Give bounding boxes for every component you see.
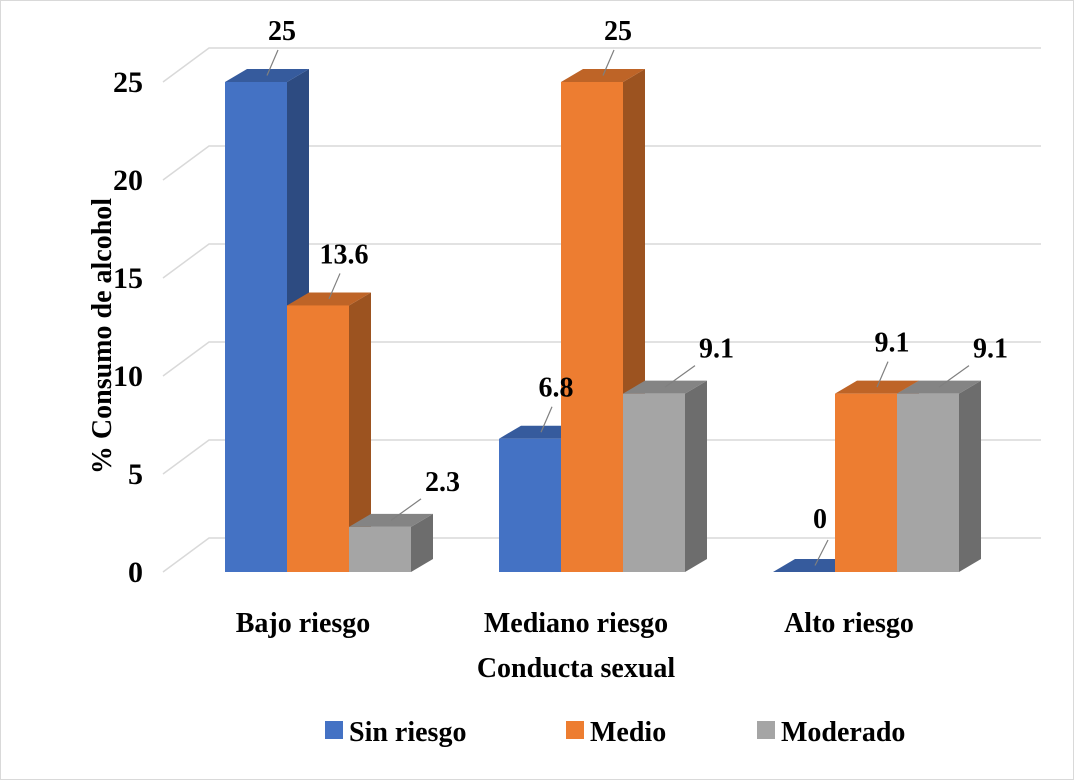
- legend-swatch: [757, 721, 775, 739]
- y-axis-title: % Consumo de alcohol: [87, 198, 118, 474]
- data-label: 25: [268, 16, 296, 47]
- x-tick-label: Bajo riesgo: [236, 608, 371, 639]
- y-tick-label: 5: [128, 458, 143, 491]
- leader-line: [814, 539, 829, 566]
- leader-line: [540, 406, 553, 433]
- gridline: [162, 439, 1041, 475]
- bar: [287, 292, 371, 572]
- bar: [623, 380, 707, 572]
- legend-item: Medio: [566, 717, 666, 748]
- leader-line: [664, 365, 696, 388]
- legend-item: Moderado: [757, 717, 905, 748]
- gridline: [162, 341, 1041, 377]
- leader-line: [390, 498, 422, 521]
- gridline: [162, 537, 1041, 573]
- y-tick-label: 0: [128, 556, 143, 589]
- legend-swatch: [566, 721, 584, 739]
- legend-swatch: [325, 721, 343, 739]
- y-tick-label: 25: [113, 66, 143, 99]
- leader-line: [938, 365, 970, 388]
- leader-line: [602, 49, 615, 76]
- legend-label: Moderado: [781, 717, 905, 748]
- legend-item: Sin riesgo: [325, 717, 466, 748]
- gridline: [162, 145, 1041, 181]
- gridline: [162, 47, 1041, 83]
- data-label: 25: [604, 16, 632, 47]
- data-label: 0: [813, 504, 827, 535]
- x-tick-label: Alto riesgo: [784, 608, 914, 639]
- legend-label: Medio: [590, 717, 666, 748]
- y-tick-label: 15: [113, 262, 143, 295]
- y-tick-label: 10: [113, 360, 143, 393]
- leader-line: [266, 49, 279, 76]
- data-label: 9.1: [973, 334, 1008, 365]
- data-label: 13.6: [320, 239, 369, 270]
- legend-label: Sin riesgo: [349, 717, 466, 748]
- gridline: [162, 243, 1041, 279]
- data-label: 2.3: [425, 467, 460, 498]
- leader-line: [876, 361, 889, 388]
- x-axis-title: Conducta sexual: [477, 653, 676, 684]
- leader-line: [328, 273, 341, 300]
- data-label: 6.8: [539, 373, 574, 404]
- bar: [349, 513, 433, 572]
- x-tick-label: Mediano riesgo: [484, 608, 668, 639]
- data-label: 9.1: [875, 328, 910, 359]
- data-label: 9.1: [699, 334, 734, 365]
- bar: [897, 380, 981, 572]
- y-tick-label: 20: [113, 164, 143, 197]
